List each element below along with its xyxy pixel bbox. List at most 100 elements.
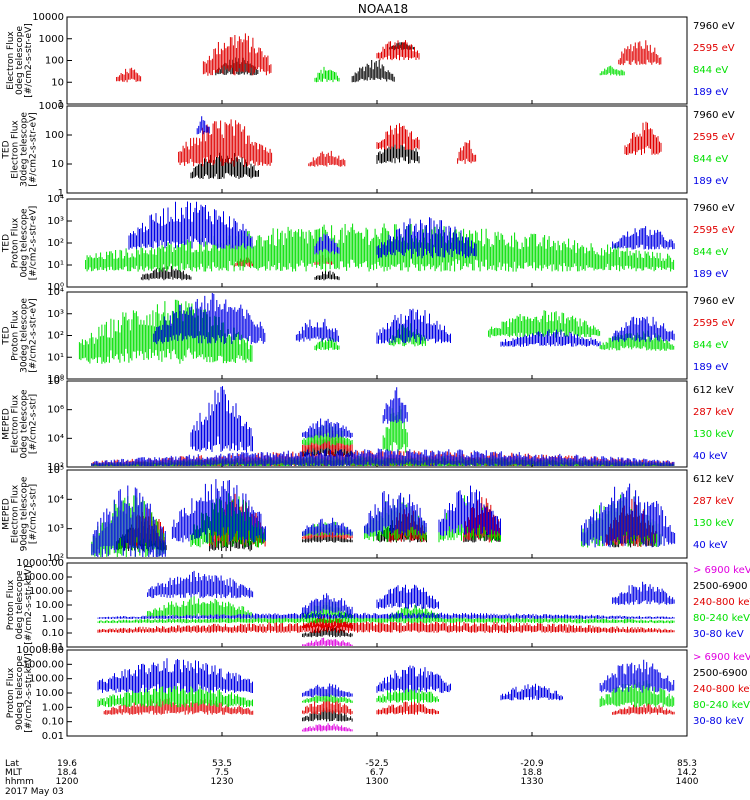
legend-entry: 844 eV: [693, 340, 728, 351]
y-axis-label: MEPEDElectron Flux0deg telescope[#/cm2-s…: [2, 389, 39, 459]
time-tick-label: 1200: [56, 777, 79, 787]
data-mark: [364, 491, 427, 536]
legend-entry: 130 keV: [693, 518, 734, 529]
y-tick-label: 10000: [32, 12, 64, 23]
series-blue: [97, 570, 675, 619]
series-black: [140, 266, 340, 281]
legend-entry: 189 eV: [693, 362, 728, 373]
y-tick-label: 10.00: [35, 688, 64, 699]
series-red: [116, 33, 662, 83]
data-mark: [302, 693, 353, 703]
plot-frame: [66, 105, 688, 194]
time-tick-label: 19.6: [57, 759, 77, 769]
series-magenta: [302, 723, 353, 732]
data-mark: [302, 698, 353, 715]
data-mark: [382, 387, 408, 424]
data-mark: [376, 584, 439, 609]
legend-entry: 80-240 keV: [693, 700, 750, 711]
data-mark: [202, 33, 272, 76]
legend-entry: 7960 eV: [693, 21, 735, 32]
data-mark: [97, 658, 253, 693]
data-mark: [376, 665, 451, 693]
data-mark: [314, 270, 340, 281]
time-tick-label: 7.5: [215, 768, 229, 778]
time-row-label: Lat: [5, 759, 20, 769]
data-mark: [314, 233, 340, 255]
time-tick-label: 53.5: [212, 759, 232, 769]
legend-entry: 2595 eV: [693, 318, 735, 329]
data-mark: [376, 40, 420, 61]
legend-entry: 240-800 keV: [693, 597, 750, 608]
data-mark: [376, 137, 420, 164]
data-mark: [128, 201, 253, 250]
y-tick-label: 0.10: [42, 628, 64, 639]
series-red: [97, 615, 675, 633]
y-tick-label: 10⁴: [47, 494, 64, 505]
y-axis-label: Proton Flux0deg telescope[#/cm2-s-str-ke…: [6, 565, 34, 644]
chart-panel: 0.01 0.10 1.00 10.00 100.00 1000.00 10000.00Pr…: [6, 645, 750, 742]
y-tick-label: 1: [58, 99, 64, 110]
time-tick-label: 1400: [676, 777, 699, 787]
data-mark: [612, 316, 675, 342]
y-tick-label: 100: [45, 130, 64, 141]
y-tick-label: 10⁰: [47, 282, 64, 293]
y-tick-label: 1.00: [42, 614, 64, 625]
series-red: [103, 697, 675, 715]
series-blue: [91, 386, 675, 466]
legend-entry: 287 keV: [693, 407, 734, 418]
legend-entry: 2500-6900: [693, 668, 748, 679]
series-blue: [97, 658, 675, 701]
date-label: 2017 May 03: [5, 787, 64, 797]
legend-entry: 40 keV: [693, 451, 727, 462]
series-magenta: [302, 637, 353, 646]
data-mark: [78, 299, 253, 364]
data-mark: [618, 40, 662, 66]
y-tick-label: 10³: [47, 309, 64, 320]
series-green: [314, 65, 625, 83]
time-row-label: MLT: [5, 768, 23, 778]
plot-frame: [66, 16, 688, 105]
series-green: [97, 679, 675, 708]
y-tick-label: 10⁴: [47, 194, 64, 205]
data-mark: [302, 626, 353, 638]
data-mark: [438, 485, 501, 536]
y-tick-label: 10¹: [47, 260, 64, 271]
legend-entry: 7960 eV: [693, 203, 735, 214]
legend-entry: 612 keV: [693, 474, 734, 485]
y-tick-label: 10²: [47, 238, 64, 249]
y-tick-label: 100.00: [29, 586, 64, 597]
legend-entry: 287 keV: [693, 496, 734, 507]
data-mark: [500, 683, 563, 701]
chart-panel: 10⁰ 10¹ 10² 10³ 10⁴ TEDProton Flux30deg teles…: [2, 287, 735, 385]
legend-entry: 2595 eV: [693, 43, 735, 54]
y-tick-label: 10²: [47, 553, 64, 564]
y-axis-label: MEPEDElectron Flux90deg telescope[#/cm2-…: [2, 476, 39, 551]
figure-title: NOAA18: [358, 2, 408, 16]
data-mark: [382, 405, 408, 453]
legend-entry: 189 eV: [693, 269, 728, 280]
y-tick-label: 10⁴: [47, 287, 64, 298]
y-tick-label: 10¹: [47, 352, 64, 363]
y-tick-label: 100.00: [29, 674, 64, 685]
y-tick-label: 1.00: [42, 702, 64, 713]
data-mark: [91, 448, 675, 466]
legend-entry: > 6900 keV: [693, 652, 750, 663]
data-mark: [376, 685, 439, 703]
data-mark: [302, 615, 353, 629]
data-mark: [612, 581, 675, 605]
data-mark: [376, 308, 451, 344]
data-mark: [302, 637, 353, 646]
y-tick-label: 10⁵: [47, 465, 64, 476]
y-tick-label: 10²: [47, 331, 64, 342]
data-mark: [302, 517, 353, 536]
legend-entry: 2595 eV: [693, 225, 735, 236]
y-axis-label: Proton Flux90deg telescope[#/cm2-s-str-k…: [6, 653, 34, 732]
series-blue: [196, 116, 210, 135]
legend-entry: 80-240 keV: [693, 613, 750, 624]
legend-entry: 30-80 keV: [693, 716, 744, 727]
data-mark: [178, 119, 273, 167]
time-row-label: hhmm: [5, 777, 34, 787]
